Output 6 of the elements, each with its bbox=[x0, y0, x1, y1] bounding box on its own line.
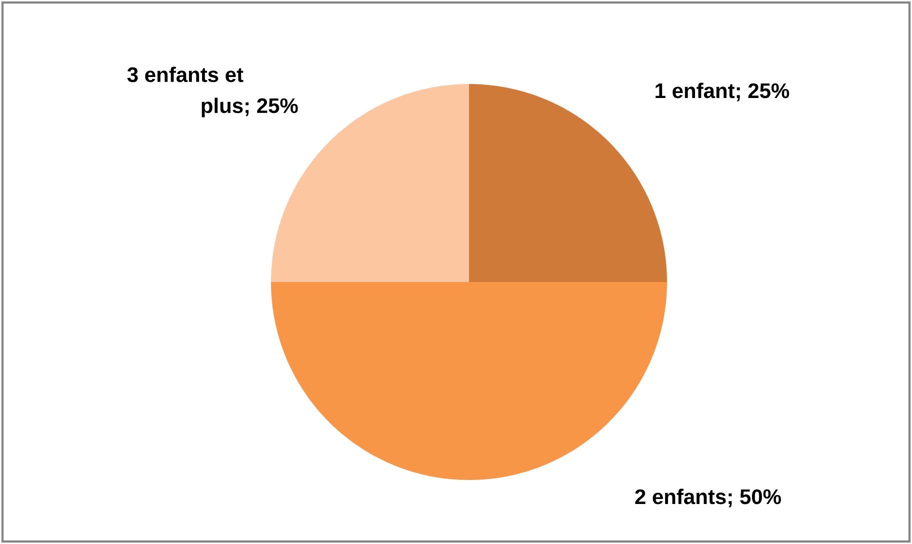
slice-label: 3 enfants et plus bbox=[127, 66, 244, 118]
data-label: ; 50% bbox=[728, 489, 781, 508]
data-label: ; 25% bbox=[736, 83, 790, 102]
slice-label: 2 enfants bbox=[635, 488, 726, 504]
slice-label: 1 enfant bbox=[656, 82, 735, 98]
data-label: ; 25% bbox=[246, 98, 298, 116]
